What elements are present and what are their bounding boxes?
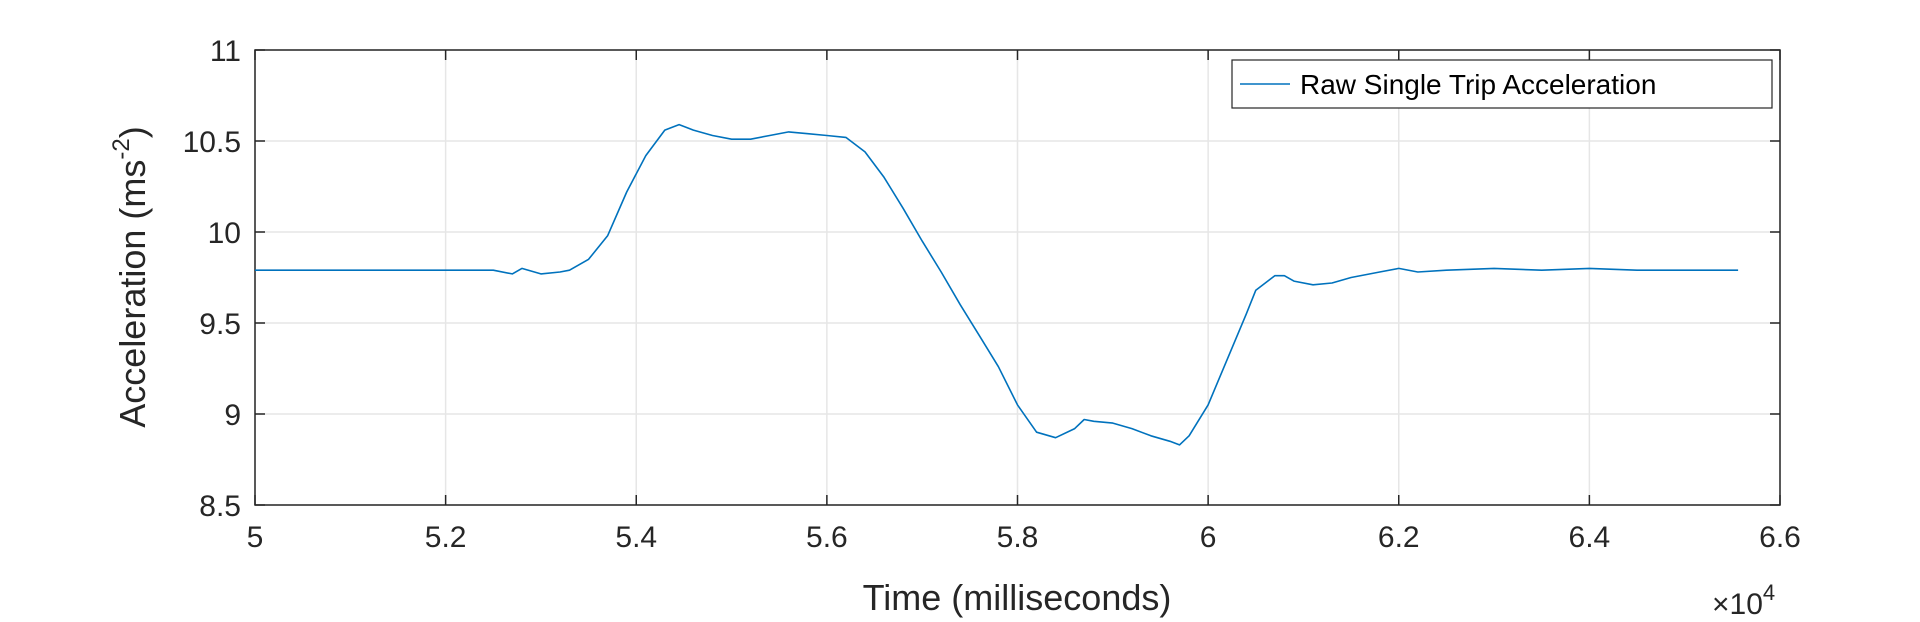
x-tick-label: 6.2 — [1378, 521, 1420, 554]
y-axis-label-sup: -2 — [108, 138, 135, 159]
x-axis-exponent-sup: 4 — [1763, 580, 1775, 605]
x-tick-label: 5.4 — [615, 521, 657, 554]
x-tick-label: 6.6 — [1759, 521, 1801, 554]
x-axis-label: Time (milliseconds) — [863, 577, 1172, 618]
legend-label: Raw Single Trip Acceleration — [1300, 69, 1656, 100]
x-axis-exponent: ×104 — [1712, 580, 1775, 621]
y-tick-label: 9.5 — [199, 308, 241, 341]
tick-labels: 5 5.2 5.4 5.6 5.8 6 6.2 6.4 6.6 8.5 9 9.5 10 10.5 11 — [183, 35, 1801, 554]
y-axis-label-base: Acceleration (ms — [112, 160, 153, 428]
y-tick-label: 10.5 — [183, 126, 241, 159]
y-tick-label: 10 — [208, 217, 241, 250]
y-tick-label: 8.5 — [199, 490, 241, 523]
y-axis-label-end: ) — [112, 126, 153, 138]
y-axis-label: Acceleration (ms-2) — [108, 126, 153, 427]
x-tick-label: 5.2 — [425, 521, 467, 554]
series-line — [255, 123, 1739, 446]
x-tick-label: 5.6 — [806, 521, 848, 554]
x-tick-label: 5 — [247, 521, 264, 554]
y-tick-label: 9 — [224, 399, 241, 432]
y-tick-label: 11 — [210, 35, 241, 68]
x-tick-label: 6.4 — [1569, 521, 1611, 554]
ticks — [254, 49, 1781, 506]
x-tick-label: 6 — [1200, 521, 1217, 554]
x-tick-label: 5.8 — [997, 521, 1039, 554]
x-axis-exponent-base: ×10 — [1712, 588, 1763, 621]
legend-box — [1231, 59, 1773, 109]
legend: Raw Single Trip Acceleration — [1231, 59, 1773, 109]
